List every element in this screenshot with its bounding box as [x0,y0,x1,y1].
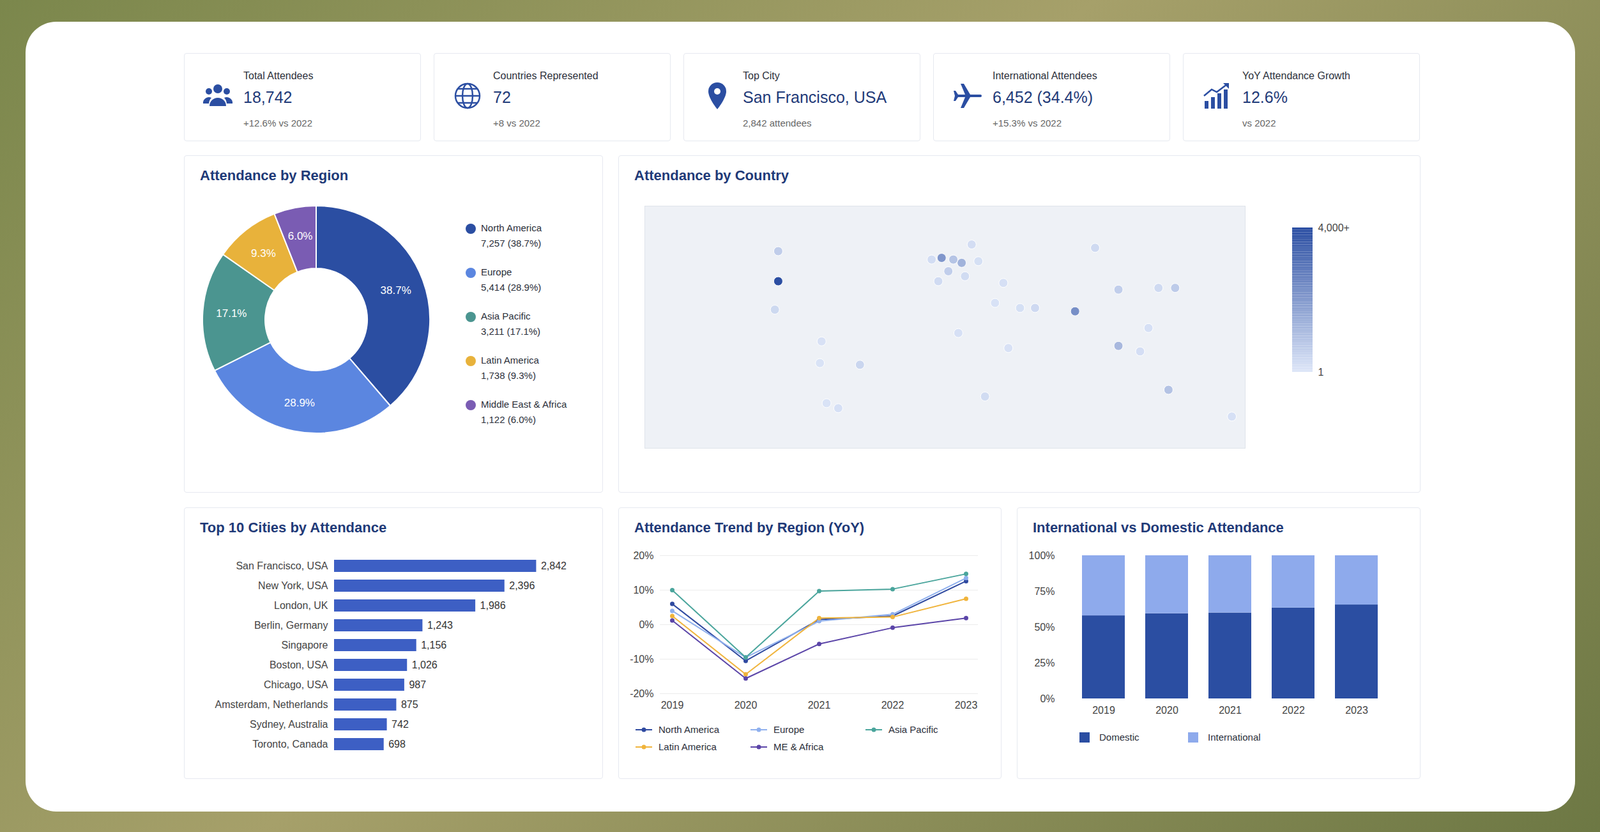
svg-text:Boston, USA: Boston, USA [269,659,329,671]
html-text:Asia Pacific: Asia Pacific [480,310,531,322]
html-text:San Francisco, USA: San Francisco, USA [742,88,887,107]
svg-text:17.1%: 17.1% [215,307,247,320]
html-text:2,842 attendees: 2,842 attendees [742,117,812,129]
html-text:Attendance by Country: Attendance by Country [634,167,789,184]
svg-text:New York, USA: New York, USA [258,579,329,591]
svg-text:San Francisco, USA: San Francisco, USA [235,560,328,572]
svg-text:38.7%: 38.7% [380,284,412,297]
svg-text:742: 742 [391,718,409,730]
svg-text:2023: 2023 [954,699,978,711]
svg-text:50%: 50% [1034,621,1055,633]
svg-text:2,396: 2,396 [509,579,535,591]
html-text:5,414 (28.9%): 5,414 (28.9%) [480,281,542,293]
svg-text:2022: 2022 [881,699,905,711]
svg-text:1,156: 1,156 [420,639,447,651]
html-text:International: International [1207,731,1261,743]
html-text:72: 72 [493,88,511,107]
svg-text:2,842: 2,842 [540,560,567,572]
html-text:Attendance by Region: Attendance by Region [199,167,349,184]
svg-text:100%: 100% [1028,549,1056,561]
html-text:North America: North America [658,723,720,735]
svg-text:2021: 2021 [807,699,831,711]
svg-text:1: 1 [1318,366,1325,378]
html-text:Latin America: Latin America [658,740,717,752]
svg-text:0%: 0% [1039,693,1055,704]
html-text:International Attendees: International Attendees [992,70,1098,82]
html-text:Total Attendees: Total Attendees [243,70,314,82]
html-text:Countries Represented: Countries Represented [493,70,599,82]
svg-text:-20%: -20% [629,687,654,699]
svg-text:Berlin, Germany: Berlin, Germany [254,619,329,631]
svg-text:2021: 2021 [1218,704,1242,716]
svg-text:875: 875 [401,698,419,710]
html-text:6,452 (34.4%): 6,452 (34.4%) [992,88,1093,107]
svg-text:Sydney, Australia: Sydney, Australia [249,718,329,730]
svg-text:4,000+: 4,000+ [1318,222,1350,234]
svg-text:75%: 75% [1034,585,1055,597]
html-text:+12.6% vs 2022: +12.6% vs 2022 [243,117,313,129]
html-text:vs 2022: vs 2022 [1242,117,1276,129]
svg-text:0%: 0% [638,618,654,630]
html-text:+15.3% vs 2022: +15.3% vs 2022 [992,117,1062,129]
svg-text:London, UK: London, UK [274,599,329,611]
html-text:Top 10 Cities by Attendance: Top 10 Cities by Attendance [199,519,387,536]
svg-text:2020: 2020 [1155,704,1179,716]
html-text:Europe: Europe [773,723,805,735]
html-text:Asia Pacific: Asia Pacific [888,723,938,735]
svg-text:2022: 2022 [1281,704,1305,716]
svg-text:2019: 2019 [661,699,685,711]
svg-text:25%: 25% [1034,657,1055,669]
svg-text:10%: 10% [632,584,654,596]
svg-text:2020: 2020 [734,699,758,711]
html-text:North America: North America [480,222,542,234]
html-text:1,738 (9.3%): 1,738 (9.3%) [480,369,536,381]
svg-text:1,026: 1,026 [411,659,438,671]
svg-text:Singapore: Singapore [281,639,329,651]
html-text:Domestic: Domestic [1099,731,1140,743]
html-text:Attendance Trend by Region (Yo: Attendance Trend by Region (YoY) [634,519,865,536]
html-text:ME & Africa: ME & Africa [773,740,824,752]
svg-text:1,986: 1,986 [480,599,506,611]
html-text:12.6%: 12.6% [1242,88,1288,107]
svg-text:2019: 2019 [1092,704,1116,716]
svg-text:6.0%: 6.0% [288,229,313,243]
html-text:18,742: 18,742 [243,88,293,107]
svg-text:9.3%: 9.3% [251,247,276,260]
svg-text:698: 698 [388,738,406,750]
html-text:3,211 (17.1%): 3,211 (17.1%) [480,325,541,337]
svg-text:Chicago, USA: Chicago, USA [263,678,329,690]
svg-text:Toronto, Canada: Toronto, Canada [252,738,328,750]
html-text:YoY Attendance Growth: YoY Attendance Growth [1242,70,1351,82]
html-text:7,257 (38.7%): 7,257 (38.7%) [480,237,542,249]
html-text:Middle East & Africa: Middle East & Africa [480,398,567,410]
svg-text:2023: 2023 [1345,704,1369,716]
html-text:Top City: Top City [742,70,780,82]
svg-text:1,243: 1,243 [427,619,453,631]
html-text:Latin America: Latin America [480,354,540,366]
svg-text:20%: 20% [632,549,654,561]
svg-text:-10%: -10% [629,653,654,665]
svg-text:Amsterdam, Netherlands: Amsterdam, Netherlands [215,698,329,710]
html-text:+8 vs 2022: +8 vs 2022 [493,117,541,129]
svg-text:987: 987 [408,678,427,690]
html-text:Europe: Europe [480,266,512,278]
html-text:International vs Domestic Atte: International vs Domestic Attendance [1032,519,1284,536]
svg-text:28.9%: 28.9% [284,396,315,409]
html-text:1,122 (6.0%): 1,122 (6.0%) [480,413,536,425]
